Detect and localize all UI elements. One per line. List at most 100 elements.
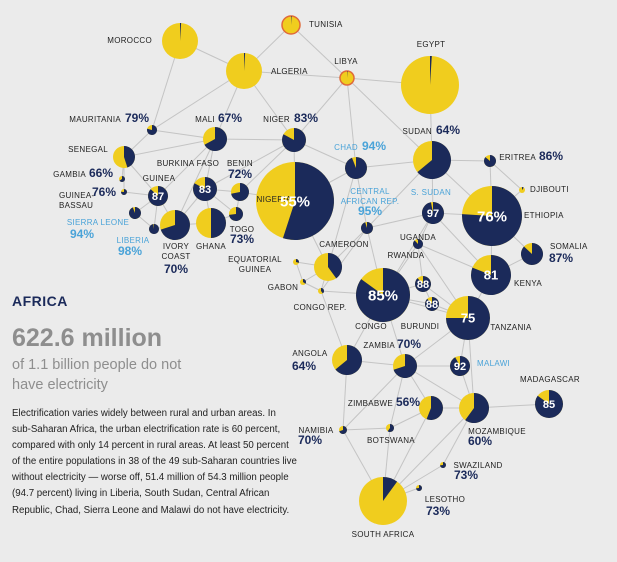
pct-label-ivory_coast: 70% bbox=[164, 262, 188, 276]
pie-zambia bbox=[393, 354, 418, 378]
pie-burundi bbox=[425, 297, 440, 311]
pct-label-somalia: 87% bbox=[549, 251, 573, 265]
pie-slice-cameroon bbox=[328, 252, 343, 279]
pie-slice-ghana bbox=[211, 208, 226, 238]
pie-slice-egypt bbox=[430, 56, 432, 85]
pie-morocco bbox=[162, 23, 198, 59]
link-namibia-botswana bbox=[342, 427, 391, 431]
pct-label-zambia: 70% bbox=[397, 337, 421, 351]
country-name-lesotho: LESOTHO bbox=[425, 495, 465, 504]
country-name-tanzania: TANZANIA bbox=[490, 323, 532, 332]
pie-slice-djibouti bbox=[522, 187, 524, 190]
pct-label-mali: 67% bbox=[218, 111, 242, 125]
link-algeria-mauritania bbox=[151, 70, 245, 131]
pct-label-sudan: 64% bbox=[436, 123, 460, 137]
pie-senegal bbox=[113, 146, 135, 168]
country-name-senegal: SENEGAL bbox=[68, 145, 108, 154]
link-niger-benin bbox=[239, 139, 295, 193]
pie-south_sudan bbox=[421, 202, 444, 224]
pct-inside-madagascar: 85 bbox=[543, 399, 555, 411]
link-zambia-namibia bbox=[342, 365, 406, 431]
pie-slice-south_sudan bbox=[421, 202, 444, 224]
pie-slice-benin bbox=[231, 183, 249, 201]
pie-slice-mozambique bbox=[465, 393, 489, 423]
country-name-mozambique: MOZAMBIQUE bbox=[468, 427, 526, 436]
pie-slice-liberia bbox=[149, 223, 160, 235]
country-name-car: CENTRAL AFRICAN REP. bbox=[341, 187, 400, 206]
pie-burkina_faso bbox=[192, 177, 217, 201]
link-libya-chad bbox=[346, 77, 357, 169]
country-name-uganda: UGANDA bbox=[400, 233, 436, 242]
link-libya-sudan bbox=[346, 77, 433, 161]
pie-slice-swaziland bbox=[440, 462, 446, 468]
pct-inside-ethiopia: 76% bbox=[477, 208, 507, 225]
pie-slice-equatorial_guinea bbox=[296, 259, 299, 263]
pie-sudan bbox=[413, 141, 452, 179]
pie-algeria bbox=[226, 53, 262, 89]
pie-djibouti bbox=[519, 187, 525, 193]
pie-equatorial_guinea bbox=[293, 259, 299, 265]
link-gabon-congo_rep bbox=[302, 281, 322, 292]
pie-rwanda bbox=[414, 276, 431, 293]
pie-slice-sudan bbox=[417, 141, 452, 179]
pie-south_africa bbox=[359, 477, 407, 525]
headline-number: 622.6 million bbox=[12, 324, 163, 352]
pie-slice-somalia bbox=[520, 243, 543, 266]
headline-subtext: of 1.1 billion people do not have electr… bbox=[12, 357, 182, 393]
pie-botswana bbox=[386, 424, 394, 432]
country-name-zimbabwe: ZIMBABWE bbox=[348, 399, 393, 408]
pie-slice-madagascar bbox=[534, 390, 563, 418]
country-name-congo_rep: CONGO REP. bbox=[293, 303, 346, 312]
country-name-swaziland: SWAZILAND bbox=[453, 461, 502, 470]
description-text: Electrification varies widely between ru… bbox=[12, 408, 297, 516]
link-mali-guinea bbox=[157, 138, 216, 197]
country-name-niger: NIGER bbox=[263, 115, 290, 124]
pie-egypt bbox=[401, 56, 459, 114]
pie-tanzania bbox=[446, 296, 490, 340]
pie-slice-zambia bbox=[393, 354, 418, 378]
country-name-burkina_faso: BURKINA FASO bbox=[157, 159, 219, 168]
pct-label-niger: 83% bbox=[294, 111, 318, 125]
pie-togo bbox=[229, 207, 244, 222]
pie-lesotho bbox=[416, 485, 422, 491]
country-name-togo: TOGO bbox=[230, 225, 255, 234]
pie-niger bbox=[281, 128, 306, 153]
pie-car bbox=[360, 222, 373, 235]
country-name-liberia: LIBERIA bbox=[117, 236, 150, 245]
country-name-ghana: GHANA bbox=[196, 242, 226, 251]
pct-label-chad: 94% bbox=[362, 139, 386, 153]
country-name-somalia: SOMALIA bbox=[550, 242, 588, 251]
pie-mauritania bbox=[147, 125, 158, 135]
country-name-burundi: BURUNDI bbox=[401, 322, 440, 331]
pie-mozambique bbox=[459, 393, 489, 423]
country-name-angola: ANGOLA bbox=[292, 349, 328, 358]
pct-label-togo: 73% bbox=[230, 232, 254, 246]
pct-label-sierra_leone: 94% bbox=[70, 227, 94, 241]
pct-inside-kenya: 81 bbox=[484, 268, 498, 283]
country-name-gambia: GAMBIA bbox=[53, 170, 86, 179]
pct-label-liberia: 98% bbox=[118, 244, 142, 258]
pie-eritrea bbox=[484, 155, 497, 167]
country-name-congo: CONGO bbox=[355, 322, 387, 331]
pie-congo_rep bbox=[318, 288, 325, 294]
summary-panel: AFRICA 622.6 million of 1.1 billion peop… bbox=[12, 293, 297, 519]
pct-label-lesotho: 73% bbox=[426, 504, 450, 518]
pie-gambia bbox=[119, 176, 126, 183]
pie-slice-ivory_coast bbox=[160, 210, 190, 240]
country-name-egypt: EGYPT bbox=[417, 40, 446, 49]
country-name-sudan: SUDAN bbox=[402, 127, 432, 136]
pct-label-eritrea: 86% bbox=[539, 149, 563, 163]
pct-inside-tanzania: 75 bbox=[461, 311, 475, 326]
pie-slice-chad bbox=[344, 157, 367, 180]
pie-guinea bbox=[147, 186, 168, 206]
pct-label-namibia: 70% bbox=[298, 433, 322, 447]
pie-zimbabwe bbox=[419, 396, 443, 420]
link-chad-cameroon bbox=[327, 167, 357, 268]
pie-slice-algeria bbox=[244, 53, 246, 71]
country-name-guinea: GUINEA bbox=[143, 174, 176, 183]
pie-slice-nigeria bbox=[282, 162, 335, 240]
country-name-djibouti: DJIBOUTI bbox=[530, 185, 569, 194]
country-name-namibia: NAMIBIA bbox=[299, 426, 334, 435]
pie-slice-gambia bbox=[119, 176, 126, 183]
link-libya-niger bbox=[293, 77, 348, 141]
